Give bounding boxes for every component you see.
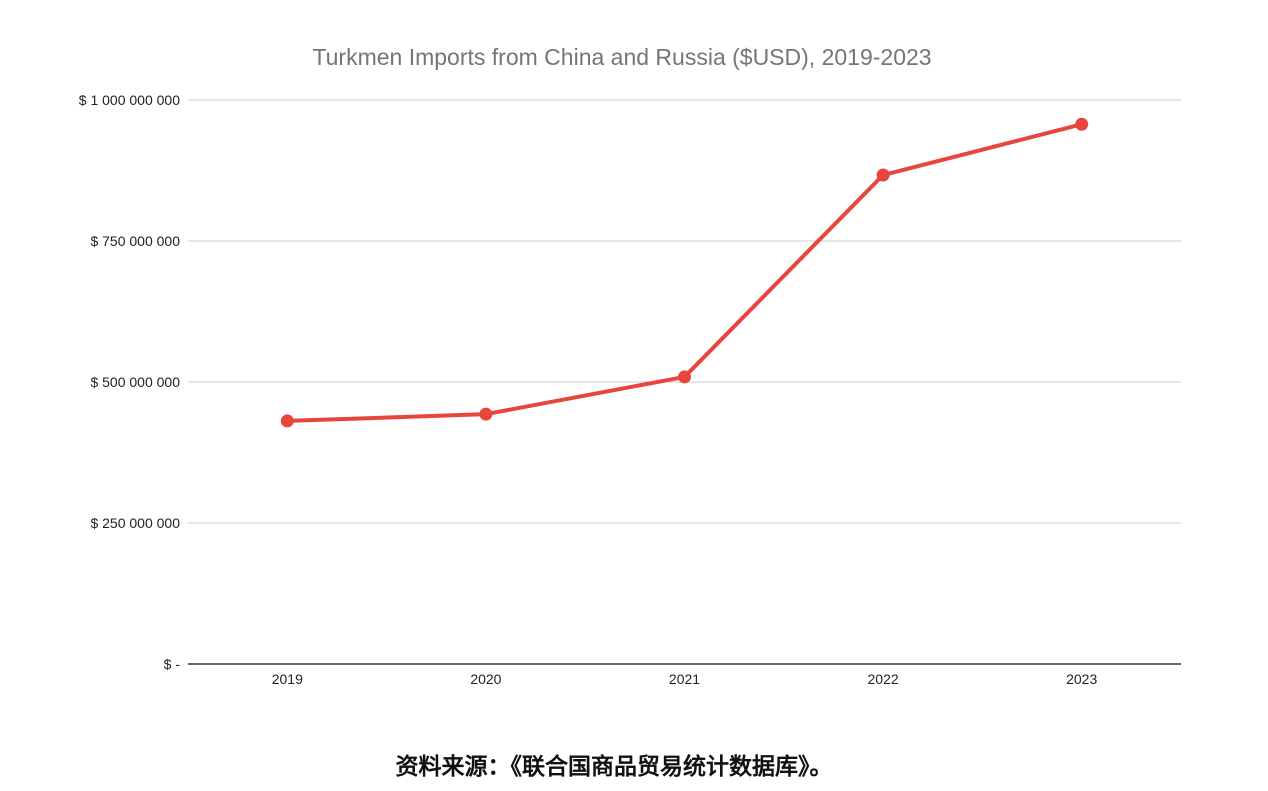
y-tick-label: $ 750 000 000 [90, 233, 180, 249]
y-tick-label: $ 500 000 000 [90, 374, 180, 390]
data-point-2021 [678, 370, 691, 384]
data-point-2020 [479, 407, 493, 421]
line-chart: Turkmen Imports from China and Russia ($… [79, 44, 1181, 687]
data-point-2023 [1075, 117, 1089, 131]
y-axis-tick-labels: $ - $ 250 000 000 $ 500 000 000 $ 750 000 0… [79, 92, 181, 672]
x-axis-tick-labels: 2019 2020 2021 2022 2023 [272, 671, 1098, 687]
x-tick-label: 2021 [669, 671, 700, 687]
data-point-2019 [280, 414, 294, 428]
data-point-2022 [876, 168, 890, 182]
series-group [280, 117, 1089, 428]
x-tick-label: 2023 [1066, 671, 1097, 687]
gridlines [188, 99, 1181, 524]
y-tick-label: $ - [164, 656, 181, 672]
y-tick-label: $ 250 000 000 [90, 515, 180, 531]
x-tick-label: 2020 [470, 671, 501, 687]
chart-title: Turkmen Imports from China and Russia ($… [312, 44, 931, 70]
source-caption: 资料来源：《联合国商品贸易统计数据库》。 [395, 753, 833, 780]
x-tick-label: 2022 [868, 671, 899, 687]
x-tick-label: 2019 [272, 671, 303, 687]
y-tick-label: $ 1 000 000 000 [79, 92, 180, 108]
